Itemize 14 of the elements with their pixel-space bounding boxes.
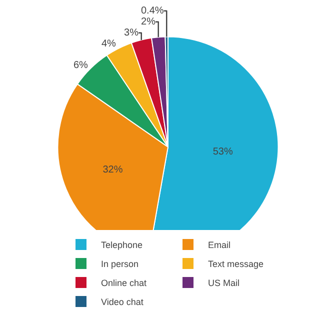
legend-label: Telephone (101, 240, 143, 250)
data-label: 32% (102, 164, 123, 176)
legend-label: In person (101, 259, 139, 270)
legend-label: Email (208, 240, 231, 250)
legend-label: US Mail (208, 278, 240, 288)
data-label: 6% (73, 60, 88, 71)
data-label: 3% (124, 27, 139, 38)
data-label: 53% (212, 146, 233, 158)
legend-label: Text message (208, 259, 264, 270)
data-label: 2% (141, 16, 156, 28)
data-label: 0.4% (140, 5, 164, 16)
legend-label: Video chat (101, 297, 144, 308)
data-label: 4% (101, 38, 116, 50)
legend-label: Online chat (101, 278, 148, 288)
